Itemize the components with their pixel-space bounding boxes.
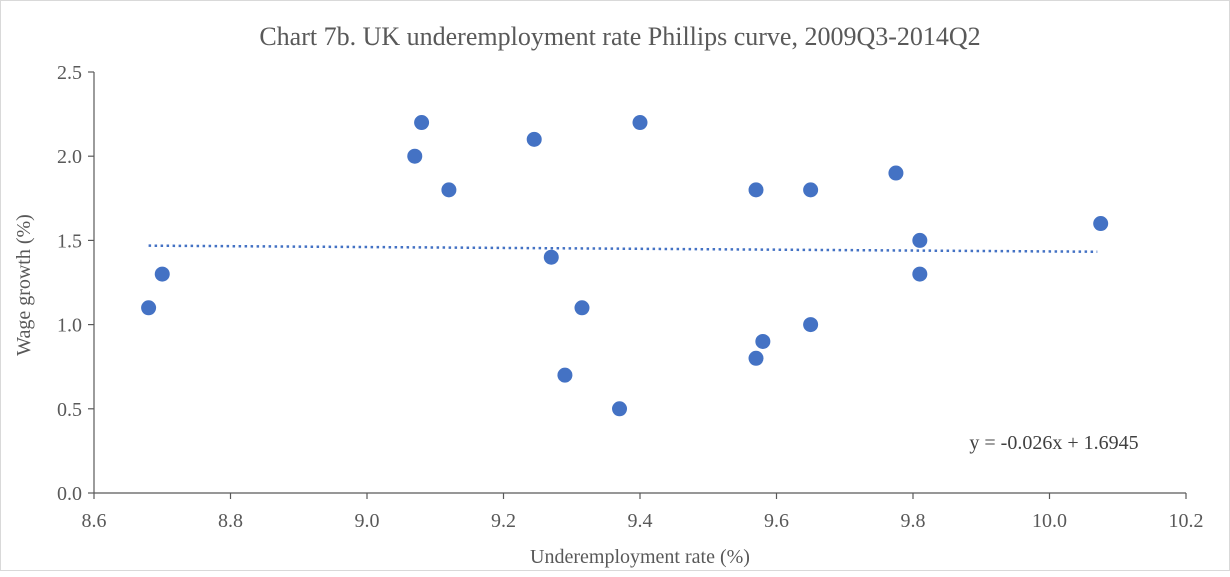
data-point-7	[543, 249, 559, 265]
y-tick-label: 0.0	[57, 483, 82, 505]
data-point-10	[612, 401, 628, 417]
data-points	[141, 115, 1109, 417]
data-point-3	[407, 148, 423, 164]
trendline-equation: y = -0.026x + 1.6945	[969, 432, 1138, 454]
chart-title: Chart 7b. UK underemployment rate Philli…	[259, 22, 980, 51]
data-point-8	[557, 367, 573, 383]
data-point-14	[755, 333, 771, 349]
x-axis-ticks: 8.6 8.8 9.0 9.2 9.4 9.6 9.8 10.0 10.2	[82, 493, 1204, 532]
trendline	[148, 244, 1098, 253]
x-axis-label: Underemployment rate (%)	[530, 546, 750, 568]
data-point-1	[141, 300, 157, 316]
x-tick-label: 10.2	[1169, 510, 1204, 532]
x-tick-label: 9.8	[901, 510, 926, 532]
x-tick-label: 10.0	[1032, 510, 1067, 532]
data-point-13	[748, 350, 764, 366]
y-tick-label: 1.5	[57, 230, 82, 252]
y-tick-label: 1.0	[57, 315, 82, 337]
data-point-19	[912, 266, 928, 282]
x-tick-label: 8.8	[218, 510, 243, 532]
x-tick-label: 9.6	[764, 510, 789, 532]
data-point-17	[888, 165, 904, 181]
x-tick-label: 8.6	[82, 510, 107, 532]
y-axis-ticks: 0.0 0.5 1.0 1.5 2.0 2.5	[57, 62, 94, 505]
y-axis-label: Wage growth (%)	[13, 214, 35, 356]
data-point-2	[154, 266, 170, 282]
data-point-16	[803, 317, 819, 333]
data-point-18	[912, 232, 928, 248]
y-tick-label: 0.5	[57, 399, 82, 421]
data-point-9	[574, 300, 590, 316]
x-tick-label: 9.4	[628, 510, 653, 532]
data-point-15	[803, 182, 819, 198]
x-tick-label: 9.0	[355, 510, 380, 532]
data-point-4	[414, 115, 430, 131]
data-point-5	[441, 182, 457, 198]
data-point-20	[1093, 216, 1109, 232]
y-tick-label: 2.0	[57, 146, 82, 168]
data-point-6	[526, 131, 542, 147]
data-point-12	[748, 182, 764, 198]
x-tick-label: 9.2	[491, 510, 516, 532]
y-tick-label: 2.5	[57, 62, 82, 84]
data-point-11	[632, 115, 648, 131]
